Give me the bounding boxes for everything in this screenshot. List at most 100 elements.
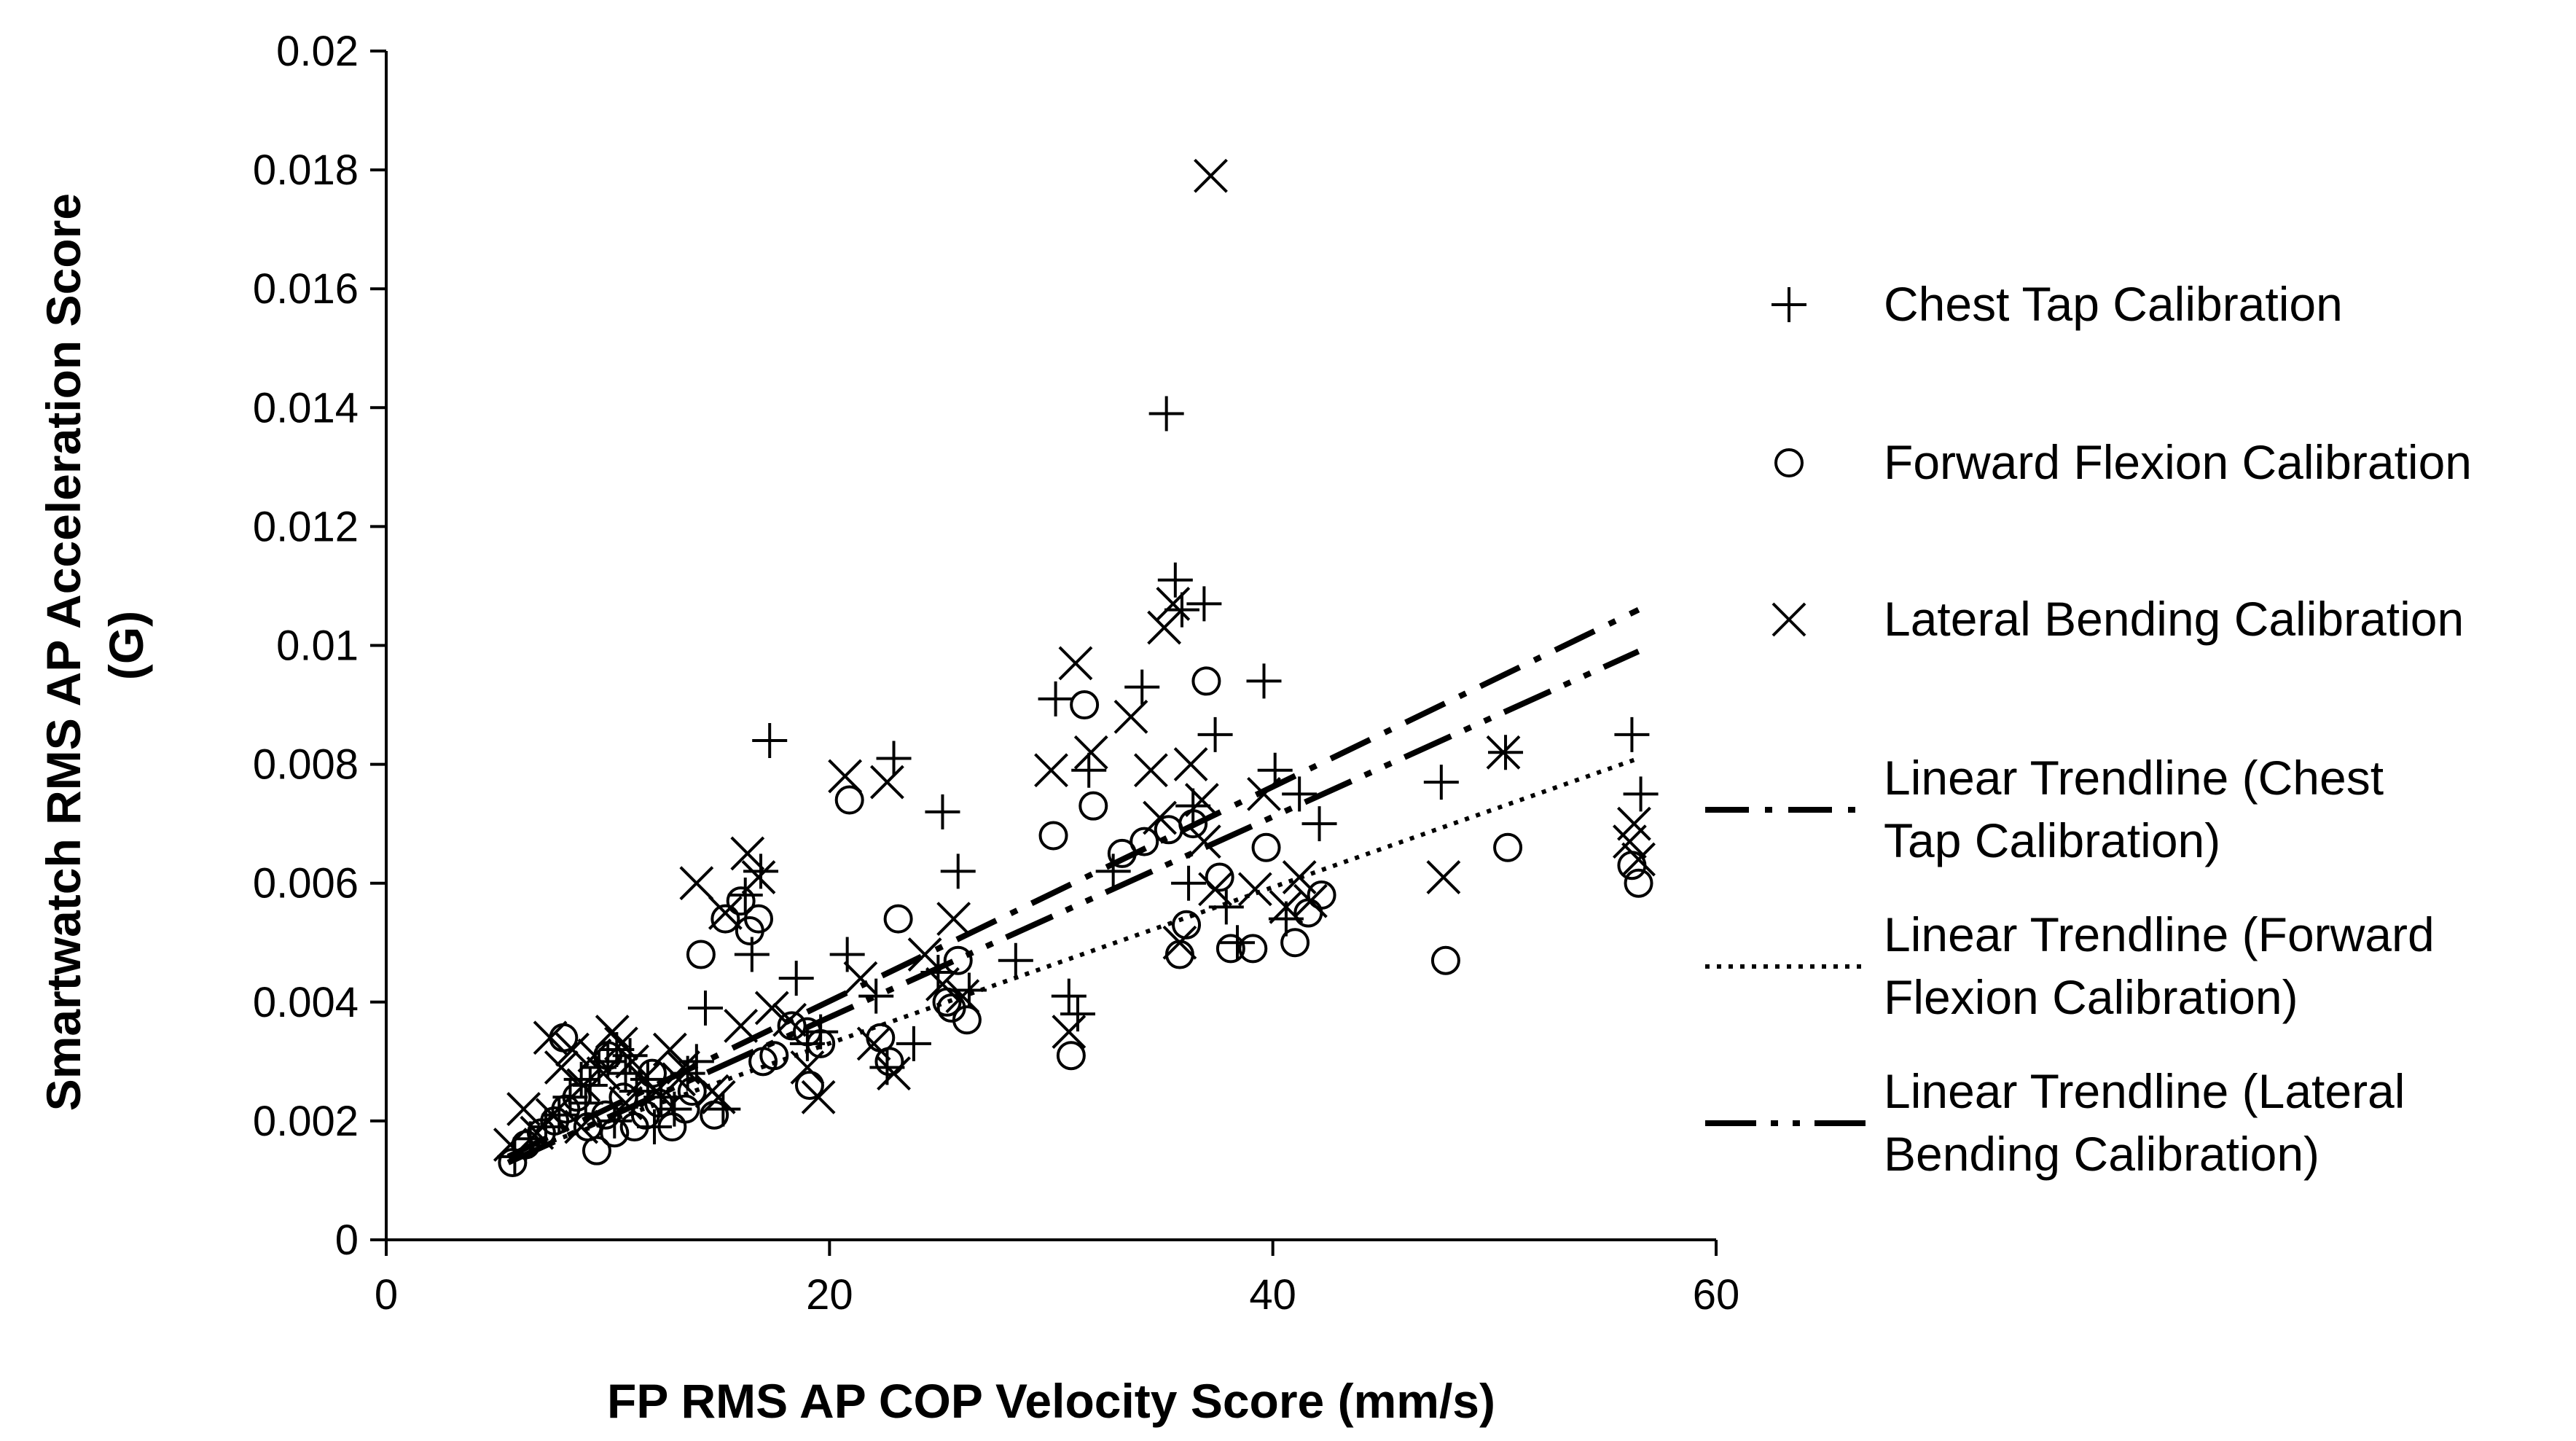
legend-symbol [1772,287,1806,322]
data-point [1070,690,1100,720]
data-point [1215,934,1245,964]
y-axis-title-line-2: (G) [99,611,153,680]
legend-label: Linear Trendline (Chest [1884,751,2384,805]
data-point [1617,806,1651,841]
data-point [549,1023,579,1053]
legend: Chest Tap Calibration Forward Flexion Cal… [1705,277,2472,1181]
data-point [843,961,878,996]
legend-symbol [1774,448,1804,477]
data-point [1052,1015,1087,1049]
data-point [1301,806,1337,842]
data-point [735,915,764,945]
data-point [1060,996,1095,1032]
data-point [679,866,714,901]
data-point [896,1026,931,1061]
data-point [1171,865,1207,901]
trendline-dash-dot [506,606,1640,1160]
data-point [1486,735,1521,770]
trendline-dotted [507,756,1640,1159]
data-point [652,1032,687,1067]
data-point [1058,646,1093,681]
data-point [708,896,743,930]
data-point [1426,860,1461,894]
legend-item: Linear Trendline (Chest Tap Calibration) [1705,751,2384,867]
data-point [1191,666,1221,696]
y-tick-label: 0.014 [253,384,359,431]
data-point [794,1070,824,1100]
data-point [1038,821,1068,851]
legend-label: Chest Tap Calibration [1884,277,2343,331]
data-point [1133,753,1168,788]
data-point [1034,753,1068,788]
data-point [1186,586,1222,622]
legend-symbol [1772,602,1806,637]
x-tick-label: 40 [1249,1271,1296,1319]
data-point [1148,396,1184,431]
data-point [710,904,740,934]
data-point [727,878,763,913]
data-point [1095,854,1131,889]
data-point [858,978,894,1014]
y-axis-title: Smartwatch RMS AP Acceleration Score (G) [36,180,153,1112]
data-point [1198,872,1232,907]
data-point [604,1026,638,1061]
legend-item: Lateral Bending Calibration [1772,592,2464,646]
legend-item: Forward Flexion Calibration [1774,435,2472,489]
series-circle-points [498,666,1653,1177]
data-point [1623,776,1659,812]
data-point [1614,716,1650,752]
data-point [533,1020,568,1055]
legend-label: Linear Trendline (Lateral [1884,1064,2405,1118]
data-point [1430,945,1460,975]
data-point [1173,747,1208,782]
data-point [705,1091,741,1127]
data-point [562,1082,592,1112]
data-point [1282,776,1318,812]
legend-item: Linear Trendline (Lateral Bending Calibra… [1705,1064,2405,1181]
data-point [1078,791,1108,821]
data-point [777,1011,807,1041]
data-point [1162,925,1197,960]
data-point [743,854,779,889]
data-point [874,1047,904,1077]
data-point [1157,562,1193,598]
data-point [1205,862,1234,892]
data-point [748,1047,778,1077]
data-point [870,765,904,800]
data-point [577,1038,612,1073]
data-point [801,1079,836,1114]
data-point [883,904,913,934]
data-point [1124,669,1160,705]
data-point [1237,872,1272,907]
y-tick-label: 0.01 [276,622,359,670]
data-point [544,1050,579,1085]
data-point [1113,699,1148,734]
data-point [615,1044,650,1079]
data-point [907,937,942,972]
data-point [1282,860,1317,894]
legend-label: Flexion Calibration) [1884,970,2298,1024]
y-tick-label: 0 [335,1217,359,1264]
data-point [586,1056,621,1091]
data-point [630,1061,665,1097]
data-point [877,1056,911,1091]
plot-area [493,158,1659,1177]
data-point [1184,783,1219,817]
data-point [1175,788,1211,824]
data-point [1493,832,1523,862]
data-point [1130,827,1159,856]
legend-label: Forward Flexion Calibration [1884,435,2472,489]
x-axis-ticks: 0 20 40 60 [375,1240,1739,1319]
data-point [1197,716,1233,752]
data-point [688,990,723,1026]
data-point [1073,735,1108,770]
data-point [1143,800,1177,835]
y-tick-label: 0.002 [253,1098,359,1145]
data-point [1621,842,1656,877]
legend-label: Bending Calibration) [1884,1127,2319,1181]
y-tick-label: 0.012 [253,503,359,550]
x-tick-label: 60 [1693,1271,1740,1319]
y-tick-label: 0.004 [253,979,359,1026]
data-point [1238,934,1268,964]
